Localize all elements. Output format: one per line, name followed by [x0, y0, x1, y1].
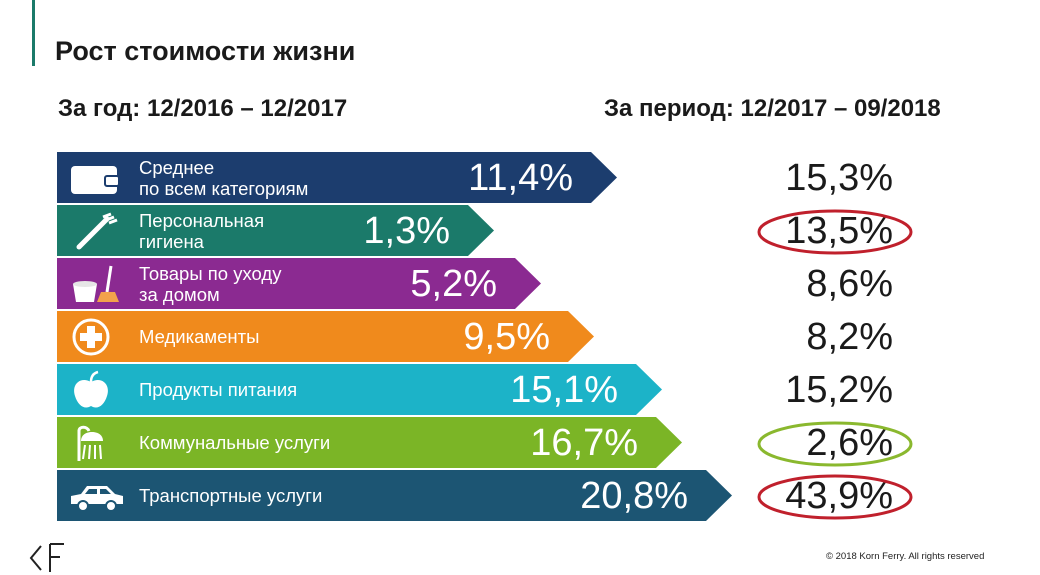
- bar-arrow: [57, 364, 662, 415]
- category-label: Среднее по всем категориям: [139, 156, 309, 199]
- car-icon: [67, 476, 125, 516]
- bucket-mop-icon: [67, 264, 125, 304]
- highlight-ellipse: [757, 209, 913, 255]
- bar-arrow: [57, 205, 494, 256]
- bar-row: Коммунальные услуги 16,7%: [57, 417, 682, 468]
- apple-icon: [67, 370, 125, 410]
- bar: [57, 364, 662, 415]
- category-label: Транспортные услуги: [139, 485, 323, 506]
- bar: [57, 470, 732, 521]
- highlight-ring: [757, 209, 913, 255]
- category-label: Персональная гигиена: [139, 209, 265, 252]
- bar: [57, 417, 682, 468]
- bar: [57, 258, 541, 309]
- copyright: © 2018 Korn Ferry. All rights reserved: [826, 551, 985, 562]
- year-value-label: 9,5%: [463, 316, 550, 358]
- bar-row: Среднее по всем категориям 11,4%: [57, 152, 617, 203]
- bar-row: Персональная гигиена 1,3%: [57, 205, 494, 256]
- year-value-label: 1,3%: [363, 210, 450, 252]
- period-value-label: 8,6%: [806, 263, 893, 305]
- bar-row: Товары по уходу за домом 5,2%: [57, 258, 541, 309]
- bar: [57, 311, 594, 362]
- korn-ferry-logo: [29, 543, 64, 572]
- slide-title: Рост стоимости жизни: [55, 36, 356, 66]
- wallet-icon: [67, 158, 125, 198]
- bar: [57, 152, 617, 203]
- year-value-label: 11,4%: [468, 157, 573, 199]
- shower-icon: [67, 423, 125, 463]
- bar-row: Продукты питания 15,1%: [57, 364, 662, 415]
- highlight-ring: [757, 421, 913, 467]
- year-value-label: 15,1%: [510, 369, 618, 411]
- period-value-label: 13,5%: [785, 210, 893, 252]
- category-label: Товары по уходу за домом: [139, 262, 282, 305]
- bar-row: Медикаменты 9,5%: [57, 311, 594, 362]
- period-value-label: 43,9%: [785, 475, 893, 517]
- subtitle-period: За период: 12/2017 – 09/2018: [604, 95, 941, 122]
- medical-cross-icon: [67, 317, 125, 357]
- year-value-label: 5,2%: [410, 263, 497, 305]
- category-label: Коммунальные услуги: [139, 432, 331, 453]
- accent-line: [32, 0, 35, 66]
- bar-row: Транспортные услуги 20,8%: [57, 470, 732, 521]
- year-value-label: 16,7%: [530, 422, 638, 464]
- bar-arrow: [57, 311, 594, 362]
- highlight-ellipse: [757, 474, 913, 520]
- period-value-label: 15,2%: [785, 369, 893, 411]
- period-value-label: 8,2%: [806, 316, 893, 358]
- bar-arrow: [57, 258, 541, 309]
- period-value-label: 15,3%: [785, 157, 893, 199]
- year-value-label: 20,8%: [580, 475, 688, 517]
- bar: [57, 205, 494, 256]
- bar-arrow: [57, 470, 732, 521]
- bar-arrow: [57, 152, 617, 203]
- bar-arrow: [57, 417, 682, 468]
- period-value-label: 2,6%: [806, 422, 893, 464]
- toothbrush-icon: [67, 211, 125, 251]
- category-label: Медикаменты: [139, 326, 260, 347]
- highlight-ring: [757, 474, 913, 520]
- subtitle-year: За год: 12/2016 – 12/2017: [58, 95, 348, 122]
- highlight-ellipse: [757, 421, 913, 467]
- category-label: Продукты питания: [139, 379, 298, 400]
